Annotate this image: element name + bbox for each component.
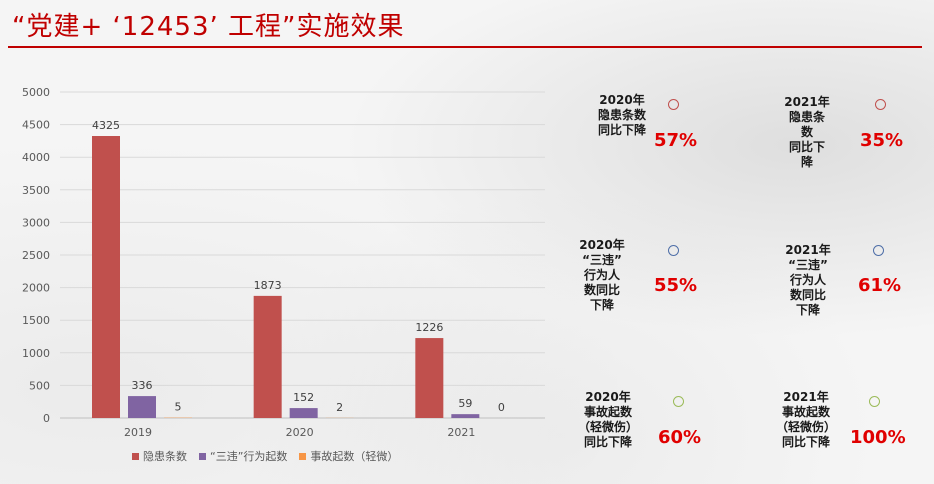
stat-label-2021-accidents: 2021年 事故起数 （轻微伤） 同比下降 bbox=[775, 390, 836, 449]
y-tick-label: 4500 bbox=[22, 119, 50, 132]
stat-label-2021-violations: 2021年 “三违” 行为人 数同比 下降 bbox=[785, 243, 831, 317]
y-tick-label: 5000 bbox=[22, 86, 50, 99]
bar-2020-series-2 bbox=[289, 408, 318, 418]
legend-item-series-2: “三违”行为起数 bbox=[199, 448, 287, 464]
data-label-2021-series-1: 1226 bbox=[415, 321, 443, 334]
title-underline bbox=[8, 46, 922, 48]
legend-label-2: “三违”行为起数 bbox=[210, 450, 288, 463]
bar-2019-series-1 bbox=[92, 136, 120, 418]
data-label-2020-series-3: 2 bbox=[336, 401, 343, 414]
data-label-2019-series-2: 336 bbox=[132, 379, 153, 392]
stat-value-2021-violations: 61% bbox=[858, 275, 902, 296]
bar-2019-series-2 bbox=[128, 396, 156, 418]
stat-value-2020-hazards: 57% bbox=[654, 130, 698, 151]
stat-label-2020-violations: 2020年 “三违” 行为人 数同比 下降 bbox=[579, 238, 625, 312]
stat-value-2021-accidents: 100% bbox=[850, 427, 906, 448]
y-tick-label: 0 bbox=[43, 412, 50, 425]
x-tick-label-2019: 2019 bbox=[124, 426, 152, 439]
legend-label-1: 隐患条数 bbox=[143, 450, 187, 463]
x-axis-ticks: 2019 2020 2021 bbox=[124, 426, 475, 439]
legend-swatch-3 bbox=[299, 452, 307, 460]
data-label-2020-series-1: 1873 bbox=[254, 279, 282, 292]
stat-ring-icon-2 bbox=[875, 99, 886, 110]
y-axis-ticks: 0 500 1000 1500 2000 2500 3000 3500 4000 4500 5000 bbox=[22, 86, 50, 425]
bar-2020-series-1 bbox=[253, 295, 282, 418]
page-title: “党建+ ‘12453’ 工程”实施效果 bbox=[12, 12, 405, 42]
y-tick-label: 2500 bbox=[22, 249, 50, 262]
chart-legend: 隐患条数 “三违”行为起数 事故起数（轻微） bbox=[132, 448, 398, 464]
stat-value-2020-accidents: 60% bbox=[658, 427, 702, 448]
x-tick-label-2021: 2021 bbox=[447, 426, 475, 439]
y-tick-label: 1000 bbox=[22, 347, 50, 360]
data-label-2021-series-2: 59 bbox=[458, 397, 472, 410]
legend-item-series-1: 隐患条数 bbox=[132, 448, 187, 464]
stat-value-2020-violations: 55% bbox=[654, 275, 698, 296]
y-tick-label: 2000 bbox=[22, 282, 50, 295]
stat-ring-icon-4 bbox=[873, 245, 884, 256]
stat-label-2020-hazards: 2020年 隐患条数 同比下降 bbox=[597, 93, 646, 137]
stat-label-2021-hazards: 2021年 隐患条 数 同比下 降 bbox=[784, 95, 830, 169]
data-labels: 4325 336 5 1873 152 2 1226 59 0 bbox=[92, 119, 505, 414]
legend-item-series-3: 事故起数（轻微） bbox=[299, 448, 398, 464]
data-label-2019-series-1: 4325 bbox=[92, 119, 120, 132]
y-tick-label: 3500 bbox=[22, 184, 50, 197]
stat-ring-icon-1 bbox=[668, 99, 679, 110]
legend-swatch-2 bbox=[199, 452, 206, 460]
data-label-2019-series-3: 5 bbox=[175, 401, 182, 414]
y-tick-label: 3000 bbox=[22, 216, 50, 229]
gridlines bbox=[60, 91, 545, 419]
stat-ring-icon-5 bbox=[673, 396, 684, 407]
bar-2021-series-1 bbox=[415, 338, 444, 418]
stat-ring-icon-3 bbox=[668, 245, 679, 256]
bars bbox=[92, 136, 480, 418]
stat-value-2021-hazards: 35% bbox=[860, 130, 904, 151]
stat-ring-icon-6 bbox=[869, 396, 880, 407]
data-label-2020-series-2: 152 bbox=[293, 391, 314, 404]
stat-label-2020-accidents: 2020年 事故起数 （轻微伤） 同比下降 bbox=[577, 390, 638, 449]
y-tick-label: 500 bbox=[29, 379, 50, 392]
y-tick-label: 4000 bbox=[22, 151, 50, 164]
legend-label-3: 事故起数（轻微） bbox=[310, 450, 399, 463]
legend-swatch-1 bbox=[132, 452, 139, 460]
data-label-2021-series-3: 0 bbox=[498, 401, 505, 414]
y-tick-label: 1500 bbox=[22, 314, 50, 327]
bar-2021-series-2 bbox=[451, 414, 480, 418]
x-tick-label-2020: 2020 bbox=[286, 426, 314, 439]
